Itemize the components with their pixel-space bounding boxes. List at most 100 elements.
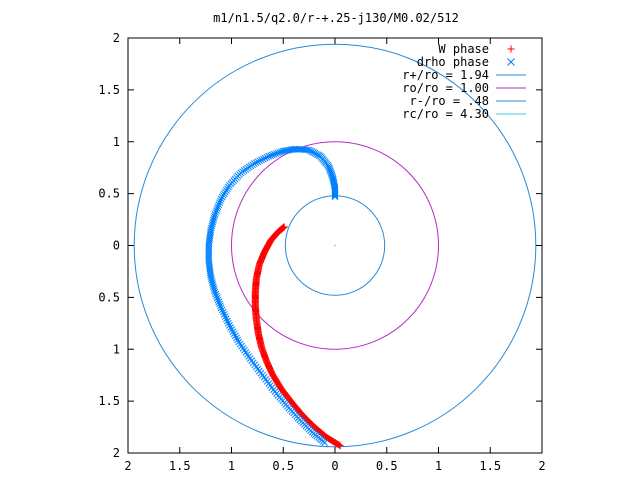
- legend-label: drho phase: [417, 55, 489, 69]
- drho-phase-point: [209, 218, 217, 226]
- drho-phase-point: [211, 211, 219, 218]
- legend-symbol-plus: [507, 45, 515, 53]
- x-tick-label: 1.5: [479, 459, 501, 473]
- drho-phase-point: [222, 315, 230, 323]
- drho-phase-point: [216, 300, 223, 308]
- drho-phase-point: [225, 319, 232, 327]
- reference-circles: [133, 43, 537, 448]
- x-tick-label: 0.5: [272, 459, 294, 473]
- drho-phase-point: [213, 207, 220, 214]
- drho-phase-point: [263, 153, 271, 161]
- drho-phase-point: [215, 298, 223, 306]
- circle-0: [133, 43, 537, 448]
- drho-phase-point: [321, 439, 329, 446]
- drho-phase-point: [267, 152, 274, 159]
- drho-phase-point: [213, 294, 221, 302]
- drho-phase-point: [330, 177, 337, 185]
- origin-dot: [334, 244, 336, 247]
- drho-phase-point: [214, 296, 222, 304]
- y-tick-label: 2: [113, 446, 120, 460]
- drho-phase-point: [217, 304, 225, 312]
- drho-phase-point: [278, 148, 285, 156]
- drho-phase-point: [211, 212, 218, 220]
- w-phase-point: [336, 442, 344, 450]
- drho-phase-point: [213, 205, 221, 212]
- drho-phase-point: [219, 308, 227, 316]
- drho-phase-point: [276, 149, 283, 156]
- x-tick-label: 2: [538, 459, 545, 473]
- drho-phase-point: [217, 195, 225, 203]
- drho-phase-point: [274, 149, 282, 157]
- drho-phase-point: [279, 147, 287, 155]
- y-tick-label: 1: [113, 342, 120, 356]
- drho-phase-point: [231, 332, 239, 340]
- drho-phase-point: [210, 282, 217, 290]
- circle-1: [231, 141, 439, 350]
- y-tick-label: 1.5: [98, 83, 120, 97]
- drho-phase-point: [216, 199, 223, 207]
- phase-markers: [205, 145, 344, 450]
- series-1: [205, 145, 339, 446]
- drho-phase-point: [270, 150, 278, 158]
- drho-phase-point: [208, 279, 216, 286]
- drho-phase-point: [211, 286, 218, 294]
- y-tick-label: 1.5: [98, 394, 120, 408]
- drho-phase-point: [210, 216, 217, 224]
- drho-phase-point: [210, 214, 218, 222]
- drho-phase-point: [269, 151, 276, 159]
- x-tick-label: 1: [435, 459, 442, 473]
- drho-phase-point: [220, 311, 228, 318]
- drho-phase-point: [208, 277, 216, 284]
- legend-label: r+/ro = 1.94: [402, 68, 489, 82]
- drho-phase-point: [229, 328, 237, 335]
- legend-label: r-/ro = .48: [410, 94, 489, 108]
- drho-phase-point: [213, 292, 220, 300]
- drho-phase-point: [258, 156, 265, 164]
- drho-phase-point: [261, 154, 269, 162]
- w-phase-point: [335, 441, 343, 449]
- y-tick-label: 0.5: [98, 187, 120, 201]
- y-tick-label: 1: [113, 135, 120, 149]
- drho-phase-point: [210, 284, 218, 292]
- drho-phase-point: [214, 203, 222, 210]
- x-tick-label: 0.5: [376, 459, 398, 473]
- drho-phase-point: [215, 201, 223, 209]
- x-tick-label: 2: [124, 459, 131, 473]
- legend-label: rc/ro = 4.30: [402, 107, 489, 121]
- drho-phase-point: [221, 313, 229, 320]
- drho-phase-point: [208, 222, 216, 230]
- legend-symbol-cross: [507, 58, 515, 66]
- y-tick-label: 0: [113, 239, 120, 253]
- drho-phase-point: [217, 197, 224, 205]
- x-tick-label: 1.5: [169, 459, 191, 473]
- drho-phase-point: [227, 324, 234, 331]
- drho-phase-point: [207, 275, 215, 282]
- drho-phase-point: [234, 336, 241, 344]
- axis-ticks: 2 1.5 1 0.5 0 0.5 1 1.5 221.510.500.511.52: [98, 31, 545, 473]
- x-tick-label: 1: [228, 459, 235, 473]
- y-tick-label: 0.5: [98, 290, 120, 304]
- drho-phase-point: [208, 220, 216, 228]
- drho-phase-point: [228, 326, 236, 333]
- series-0: [251, 223, 344, 450]
- drho-phase-point: [256, 157, 264, 165]
- drho-phase-point: [217, 302, 224, 310]
- drho-phase-point: [254, 158, 262, 166]
- legend-label: W phase: [438, 42, 489, 56]
- drho-phase-point: [224, 317, 231, 325]
- drho-phase-point: [218, 306, 226, 314]
- chart-title: m1/n1.5/q2.0/r-+.25-j130/M0.02/512: [213, 11, 459, 25]
- drho-phase-point: [212, 209, 220, 216]
- drho-phase-point: [211, 288, 219, 296]
- drho-phase-point: [230, 330, 238, 338]
- y-tick-label: 2: [113, 31, 120, 45]
- drho-phase-point: [259, 155, 267, 163]
- drho-phase-point: [233, 334, 240, 342]
- drho-phase-point: [212, 290, 220, 298]
- legend-label: ro/ro = 1.00: [402, 81, 489, 95]
- drho-phase-point: [209, 281, 217, 288]
- drho-phase-point: [252, 159, 260, 166]
- drho-phase-point: [226, 322, 233, 329]
